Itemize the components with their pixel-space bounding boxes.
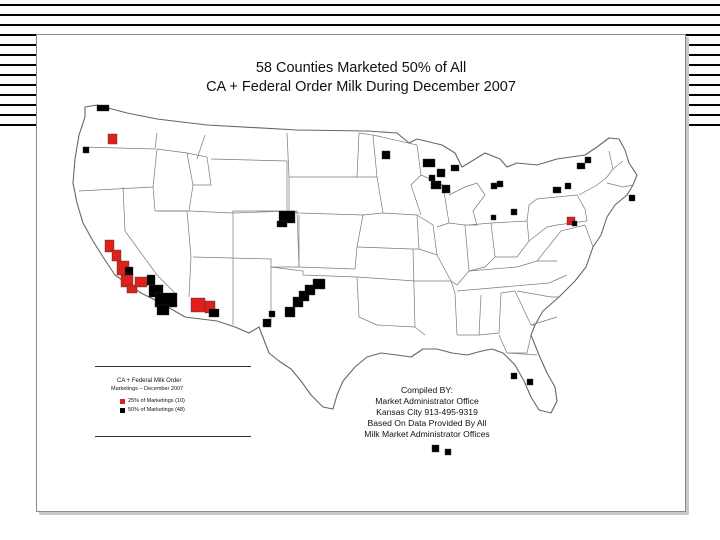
template-rule [684,94,720,96]
credit-line: Market Administrator Office [375,396,479,406]
credit-line: Compiled BY: [400,385,454,395]
county-50-percent-marker [628,194,636,202]
county-25-percent-marker [104,239,115,253]
template-rule [0,94,36,96]
county-50-percent-marker [552,186,562,194]
county-50-percent-marker [526,378,534,386]
county-50-percent-marker [82,146,90,154]
county-50-percent-marker [428,174,436,182]
legend-item-label: 50% of Marketings (48) [128,407,185,413]
county-50-percent-marker [124,266,134,276]
county-50-percent-marker [571,220,578,227]
county-50-percent-marker [284,306,296,318]
template-rule [684,34,720,36]
template-rule [0,34,36,36]
legend-item-50-percent: 50% of Marketings (48) [120,407,185,413]
template-rule [0,74,36,76]
template-rule [0,64,36,66]
template-rule [684,84,720,86]
us-county-map [72,104,638,456]
template-rule [684,64,720,66]
county-50-percent-marker [490,182,498,190]
county-50-percent-marker [490,214,497,221]
county-50-percent-marker [156,304,170,316]
county-50-percent-marker [276,220,288,228]
county-50-percent-marker [292,296,304,308]
template-rule [684,124,720,126]
county-50-percent-marker [510,208,518,216]
template-rule [684,104,720,106]
county-50-percent-marker [268,310,276,318]
county-50-percent-marker [564,182,572,190]
state-borders [78,132,634,356]
template-rule [0,44,36,46]
legend-swatch-black [120,407,125,413]
template-rule [684,44,720,46]
county-50-percent-marker [450,164,460,172]
county-50-percent-marker [96,104,110,112]
credit-line: Kansas City 913-495-9319 [376,407,478,417]
legend-swatch-red [120,398,125,404]
county-50-percent-marker [298,290,310,302]
legend-heading: CA + Federal Milk Order [117,378,182,384]
template-rule [0,84,36,86]
county-50-percent-marker [304,284,316,296]
county-50-percent-marker [430,180,442,190]
county-50-percent-marker [444,448,452,456]
map-legend: CA + Federal Milk Order Marketings – Dec… [95,366,255,437]
county-50-percent-marker [422,158,436,168]
template-rule [684,114,720,116]
template-rule [0,14,720,16]
us-outline [72,104,638,414]
template-rule [0,54,36,56]
county-50-percent-marker [584,156,592,164]
template-rule [0,24,720,26]
county-25-percent-marker [126,284,138,294]
county-50-percent-marker [208,308,220,318]
county-25-percent-marker [107,133,118,145]
county-50-percent-marker [381,150,391,160]
county-50-percent-marker [441,184,451,194]
template-rule [0,104,36,106]
credit-line: Milk Market Administrator Offices [364,429,490,439]
county-50-percent-marker [431,444,440,453]
legend-bottom-rule [95,436,251,437]
map-title-line-2: CA + Federal Order Milk During December … [206,79,516,95]
legend-item-label: 25% of Marketings (10) [128,398,185,404]
credit-block: Compiled BY: Market Administrator Office… [327,385,527,440]
county-50-percent-marker [312,278,326,290]
county-50-percent-marker [496,180,504,188]
county-50-percent-marker [262,318,272,328]
map-title-line-1: 58 Counties Marketed 50% of All [255,60,467,76]
template-rule [0,114,36,116]
legend-subheading: Marketings – December 2007 [111,386,184,392]
template-rule [0,4,720,6]
county-50-percent-marker [510,372,518,380]
legend-item-25-percent: 25% of Marketings (10) [120,398,185,404]
county-25-percent-marker [190,297,206,313]
county-25-percent-marker [134,276,148,288]
county-50-percent-marker [146,274,156,286]
county-50-percent-marker [576,162,586,170]
template-rule [0,124,36,126]
template-rule [684,74,720,76]
credit-line: Based On Data Provided By All [367,418,487,428]
template-rule [684,54,720,56]
county-25-percent-marker [111,249,122,262]
slide-frame: 58 Counties Marketed 50% of All CA + Fed… [36,34,686,512]
legend-top-rule [95,366,251,367]
county-50-percent-marker [436,168,446,178]
